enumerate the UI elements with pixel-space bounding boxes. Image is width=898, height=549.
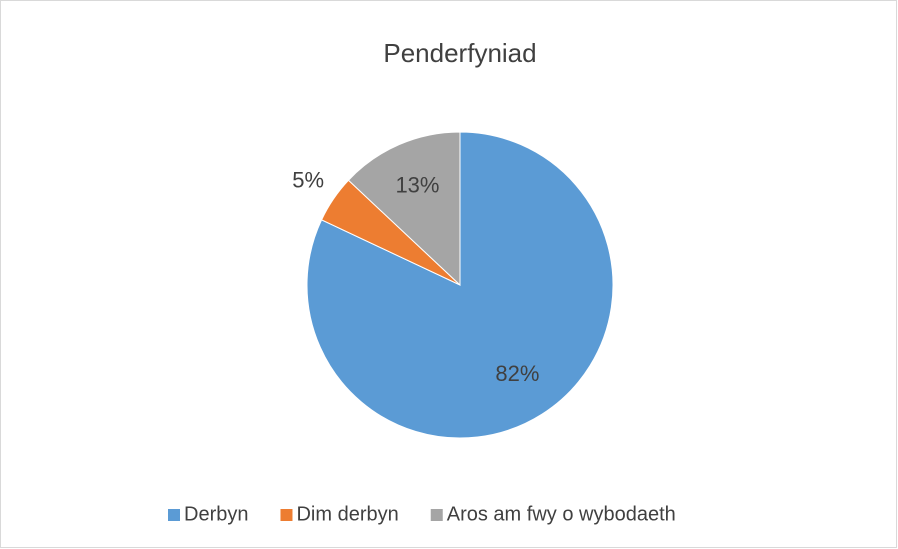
legend-label: Dim derbyn [296, 503, 398, 525]
chart-title: Penderfyniad [383, 38, 536, 68]
legend-swatch [430, 509, 443, 521]
legend-label: Derbyn [184, 503, 248, 525]
legend-swatch [280, 509, 293, 521]
legend-swatch [168, 509, 180, 521]
legend-label: Aros am fwy o wybodaeth [447, 503, 676, 525]
data-label: 5% [292, 168, 324, 193]
data-label: 82% [495, 361, 539, 386]
pie-slice [347, 131, 461, 287]
legend: Derbyn Dim derbyn Aros am fwy o wybodaeth [168, 503, 676, 525]
data-label: 13% [395, 173, 439, 198]
